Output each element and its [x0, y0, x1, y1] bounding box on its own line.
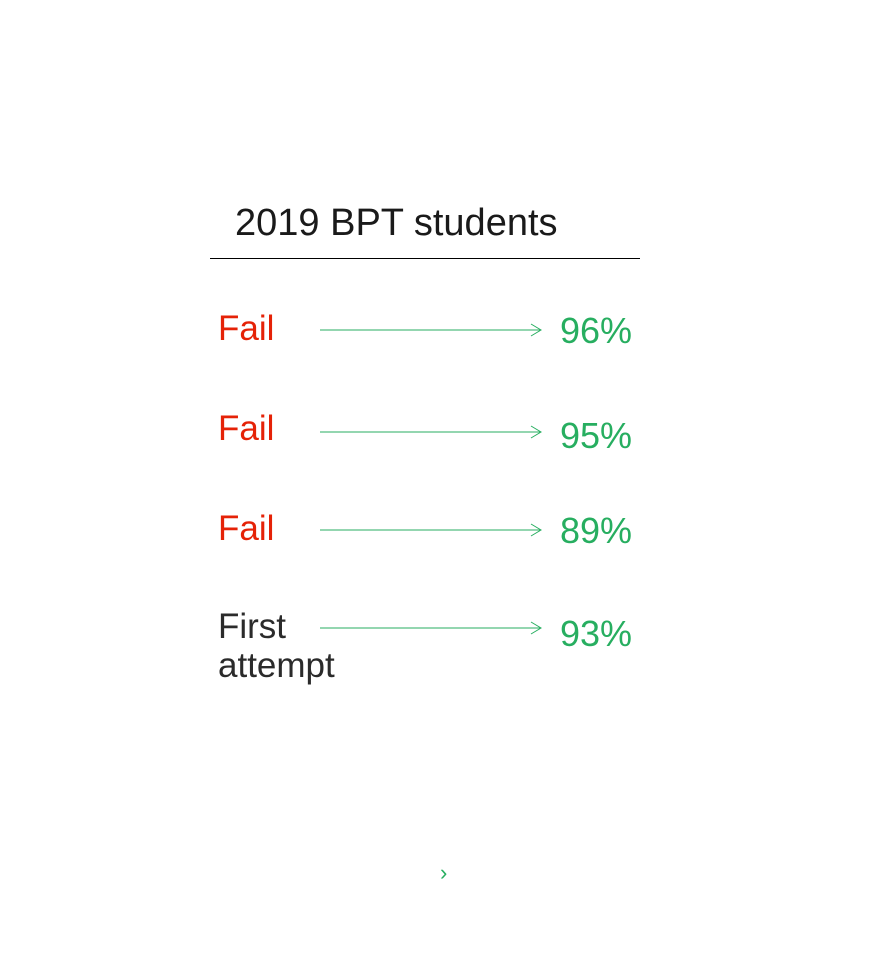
arrow-right-icon	[320, 322, 552, 338]
row-value: 89%	[560, 510, 632, 552]
data-row: Fail 96%	[0, 310, 883, 400]
arrow-right-icon	[320, 424, 552, 440]
row-value: 93%	[560, 613, 632, 655]
data-row: First attempt 93%	[0, 608, 883, 698]
data-row: Fail 95%	[0, 410, 883, 500]
title-underline	[210, 258, 640, 259]
data-row: Fail 89%	[0, 510, 883, 600]
row-value: 96%	[560, 310, 632, 352]
page-title: 2019 BPT students	[235, 202, 558, 245]
arrow-right-icon	[320, 522, 552, 538]
arrow-right-icon	[320, 620, 552, 636]
row-value: 95%	[560, 415, 632, 457]
row-label: Fail	[218, 410, 274, 449]
row-label: Fail	[218, 510, 274, 549]
chevron-right-icon: ›	[440, 860, 447, 886]
row-label: First attempt	[218, 608, 335, 685]
row-label: Fail	[218, 310, 274, 349]
